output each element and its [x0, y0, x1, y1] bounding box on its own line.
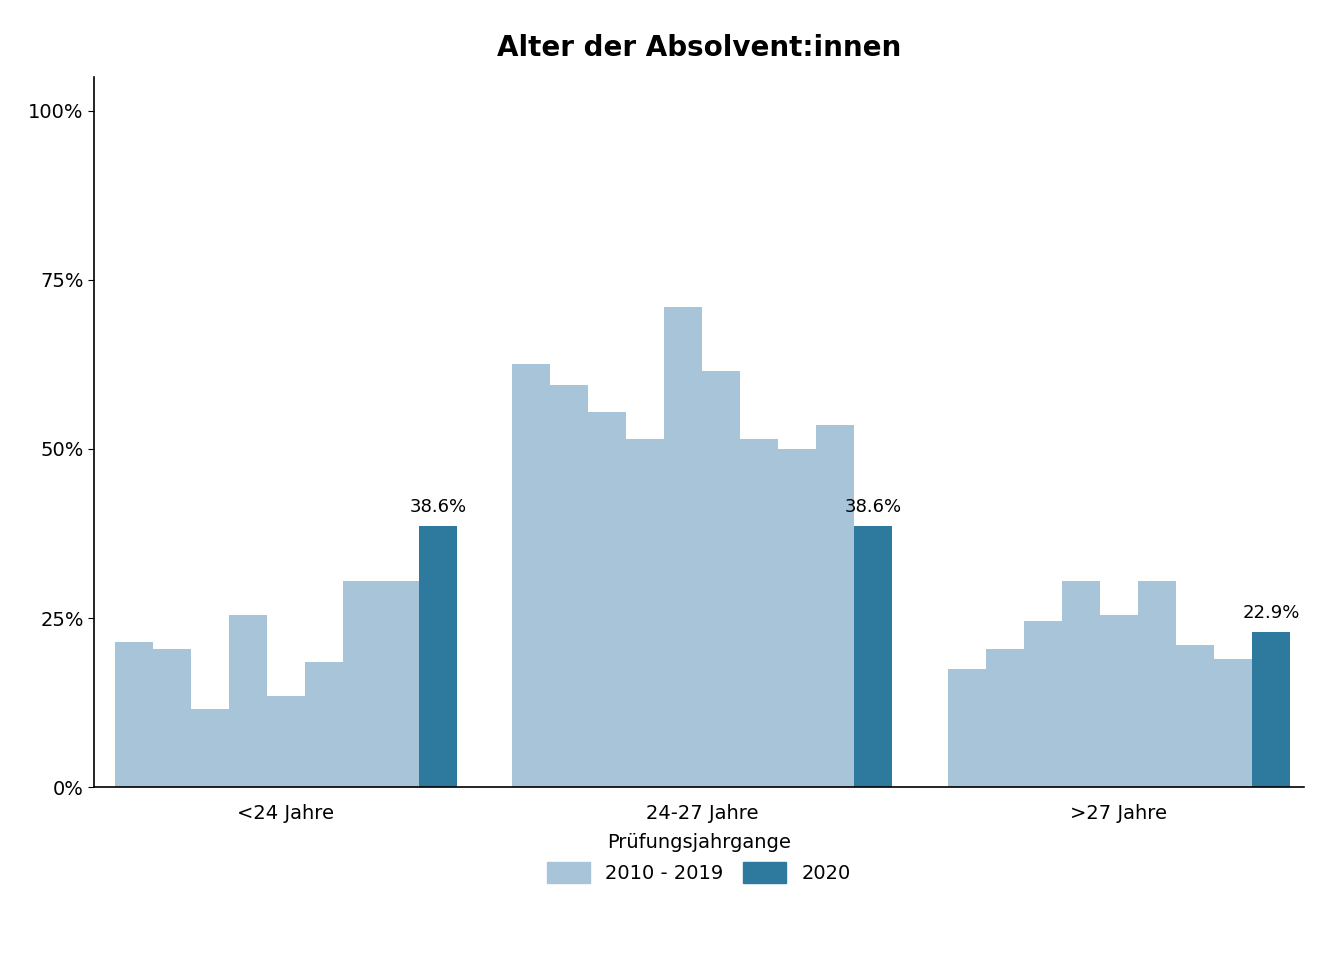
Bar: [626, 439, 664, 787]
Bar: [1214, 659, 1251, 787]
Text: 38.6%: 38.6%: [845, 498, 902, 516]
Bar: [228, 614, 267, 787]
Bar: [948, 669, 985, 787]
Bar: [1176, 645, 1214, 787]
Bar: [380, 581, 419, 787]
Bar: [153, 649, 191, 787]
Bar: [267, 696, 305, 787]
Legend: 2010 - 2019, 2020: 2010 - 2019, 2020: [539, 826, 859, 891]
Text: 22.9%: 22.9%: [1242, 604, 1300, 622]
Bar: [419, 526, 457, 787]
Bar: [664, 307, 703, 787]
Bar: [343, 581, 380, 787]
Bar: [1099, 614, 1138, 787]
Bar: [191, 709, 228, 787]
Bar: [985, 649, 1024, 787]
Bar: [1024, 621, 1062, 787]
Bar: [703, 372, 741, 787]
Bar: [305, 662, 343, 787]
Bar: [550, 385, 589, 787]
Bar: [1062, 581, 1099, 787]
Bar: [512, 365, 550, 787]
Bar: [855, 526, 892, 787]
Bar: [741, 439, 778, 787]
Title: Alter der Absolvent:innen: Alter der Absolvent:innen: [497, 34, 900, 62]
Bar: [778, 449, 816, 787]
Bar: [114, 641, 153, 787]
Bar: [589, 412, 626, 787]
Text: 38.6%: 38.6%: [410, 498, 466, 516]
Bar: [1251, 633, 1290, 787]
Bar: [1138, 581, 1176, 787]
Bar: [816, 425, 855, 787]
